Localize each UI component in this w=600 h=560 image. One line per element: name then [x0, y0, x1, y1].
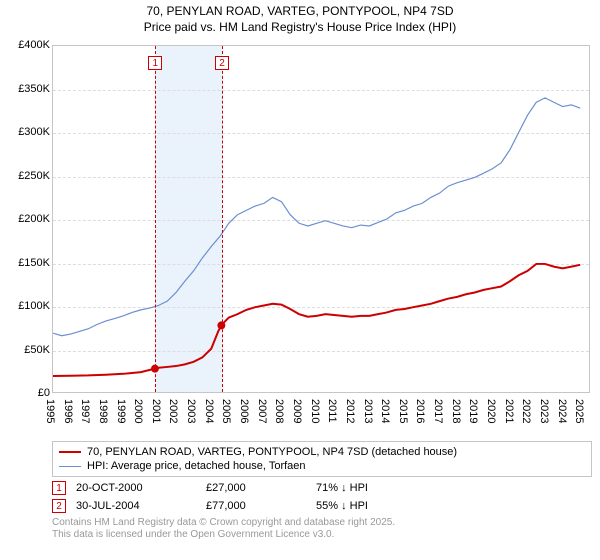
- x-axis-label: 2014: [379, 399, 391, 423]
- y-axis-label: £350K: [2, 83, 50, 95]
- y-axis-label: £300K: [2, 126, 50, 138]
- series-hpi: [53, 98, 580, 336]
- title-line1: 70, PENYLAN ROAD, VARTEG, PONTYPOOL, NP4…: [0, 4, 600, 20]
- title-line2: Price paid vs. HM Land Registry's House …: [0, 20, 600, 36]
- legend: 70, PENYLAN ROAD, VARTEG, PONTYPOOL, NP4…: [52, 441, 592, 477]
- y-axis-label: £100K: [2, 300, 50, 312]
- footnote: Contains HM Land Registry data © Crown c…: [52, 517, 600, 541]
- y-axis-label: £0: [2, 387, 50, 399]
- series-property_price: [53, 264, 580, 376]
- legend-item: 70, PENYLAN ROAD, VARTEG, PONTYPOOL, NP4…: [59, 445, 585, 459]
- y-axis-label: £250K: [2, 170, 50, 182]
- x-axis-label: 1999: [115, 399, 127, 423]
- legend-swatch: [59, 466, 81, 467]
- sale-marker-box: 2: [52, 499, 66, 513]
- sale-row: 2 30-JUL-2004 £77,000 55% ↓ HPI: [52, 499, 600, 513]
- footnote-line1: Contains HM Land Registry data © Crown c…: [52, 517, 600, 529]
- x-axis-label: 2004: [203, 399, 215, 423]
- sale-date: 20-OCT-2000: [76, 482, 196, 494]
- chart-lines-svg: [53, 46, 589, 392]
- sale-date: 30-JUL-2004: [76, 500, 196, 512]
- x-axis-label: 2005: [220, 399, 232, 423]
- x-axis-label: 2012: [344, 399, 356, 423]
- x-axis-label: 2008: [273, 399, 285, 423]
- x-axis-label: 1995: [44, 399, 56, 423]
- x-axis-label: 2023: [538, 399, 550, 423]
- x-axis-label: 1996: [62, 399, 74, 423]
- legend-item: HPI: Average price, detached house, Torf…: [59, 459, 585, 473]
- sale-vertical-marker-label: 2: [215, 56, 229, 70]
- x-axis-label: 2002: [167, 399, 179, 423]
- x-axis-label: 2017: [432, 399, 444, 423]
- x-axis-label: 2011: [326, 399, 338, 423]
- x-axis-label: 1997: [79, 399, 91, 423]
- x-axis-label: 2000: [132, 399, 144, 423]
- x-axis-labels: 1995199619971998199920002001200220032004…: [52, 395, 590, 435]
- sale-hpi-delta: 71% ↓ HPI: [316, 482, 368, 494]
- x-axis-label: 2015: [397, 399, 409, 423]
- y-axis-label: £150K: [2, 257, 50, 269]
- x-axis-label: 2003: [185, 399, 197, 423]
- y-axis-label: £400K: [2, 39, 50, 51]
- chart-title: 70, PENYLAN ROAD, VARTEG, PONTYPOOL, NP4…: [0, 0, 600, 37]
- x-axis-label: 2021: [503, 399, 515, 423]
- x-axis-label: 2007: [256, 399, 268, 423]
- sale-row: 1 20-OCT-2000 £27,000 71% ↓ HPI: [52, 481, 600, 495]
- x-axis-label: 2010: [309, 399, 321, 423]
- footnote-line2: This data is licensed under the Open Gov…: [52, 529, 600, 541]
- legend-swatch: [59, 451, 81, 453]
- sale-marker-box: 1: [52, 481, 66, 495]
- y-axis-label: £200K: [2, 213, 50, 225]
- legend-label: 70, PENYLAN ROAD, VARTEG, PONTYPOOL, NP4…: [87, 446, 457, 458]
- chart-plot-outer: 12 1995199619971998199920002001200220032…: [0, 37, 600, 437]
- sale-price: £27,000: [206, 482, 306, 494]
- sale-vertical-marker: [222, 46, 223, 392]
- y-axis-label: £50K: [2, 344, 50, 356]
- x-axis-label: 2009: [291, 399, 303, 423]
- x-axis-label: 2022: [520, 399, 532, 423]
- x-axis-label: 2025: [573, 399, 585, 423]
- sale-hpi-delta: 55% ↓ HPI: [316, 500, 368, 512]
- legend-label: HPI: Average price, detached house, Torf…: [87, 460, 306, 472]
- x-axis-label: 2018: [450, 399, 462, 423]
- x-axis-label: 2013: [362, 399, 374, 423]
- x-axis-label: 2020: [485, 399, 497, 423]
- x-axis-label: 2019: [467, 399, 479, 423]
- x-axis-label: 2024: [556, 399, 568, 423]
- x-axis-label: 2016: [414, 399, 426, 423]
- chart-container: 70, PENYLAN ROAD, VARTEG, PONTYPOOL, NP4…: [0, 0, 600, 560]
- sale-vertical-marker: [155, 46, 156, 392]
- sale-vertical-marker-label: 1: [148, 56, 162, 70]
- x-axis-label: 2001: [150, 399, 162, 423]
- chart-plot-area: 12: [52, 45, 590, 393]
- x-axis-label: 2006: [238, 399, 250, 423]
- x-axis-label: 1998: [97, 399, 109, 423]
- sale-price: £77,000: [206, 500, 306, 512]
